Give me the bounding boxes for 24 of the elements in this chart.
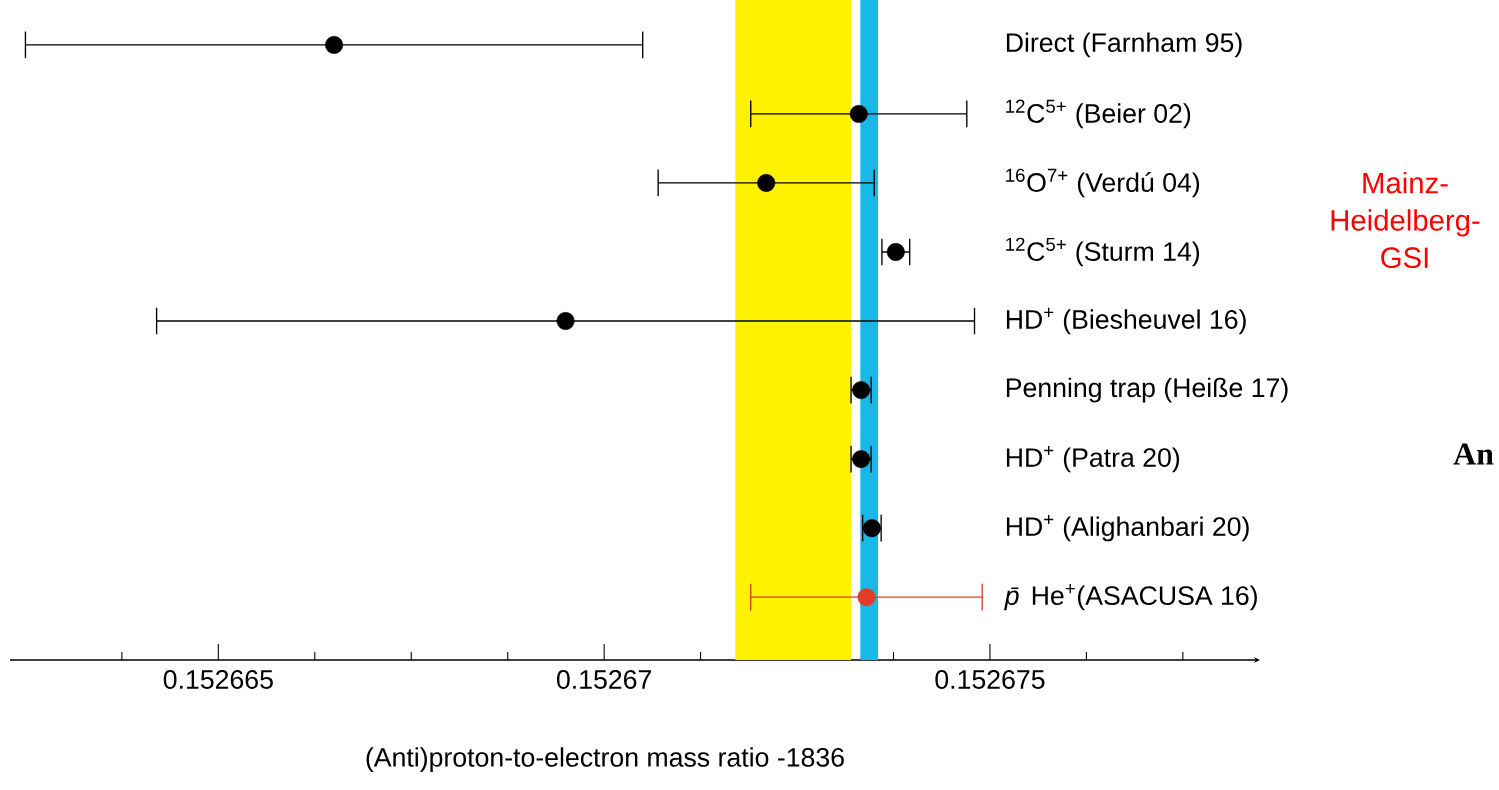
point — [852, 450, 871, 469]
point — [862, 519, 881, 538]
y-tick-label: HD$^{+}$ (Biesheuvel 16) — [1006, 307, 1246, 335]
point — [556, 312, 575, 330]
y-tick-label: $^{12}$C$^{5+}$ (Sturm 14) — [1006, 237, 1200, 267]
y-tick-label: Penning trap (Heiße 17) — [1006, 377, 1288, 403]
point — [857, 588, 876, 607]
y-tick-label: $^{12}$C$^{5+}$ (Beier 02) — [1006, 99, 1191, 129]
point — [325, 35, 344, 54]
point — [849, 104, 868, 123]
x-tick-label: 0.152675 — [935, 670, 1045, 689]
point — [852, 381, 871, 399]
y-tick-label: Direct (Farnham 95) — [1006, 32, 1242, 58]
x-axis-title: (Anti)proton-to-electron mass ratio -1836 — [366, 747, 844, 773]
y-tick-label: $^{16}$O$^{7+}$ (Verdú 04) — [1006, 168, 1200, 198]
y-tick-label: HD$^{+}$ (Alighanbari 20) — [1006, 514, 1249, 542]
text: Mainz-Heidelberg-GSI — [1331, 171, 1480, 269]
point — [886, 243, 905, 261]
point — [757, 174, 776, 192]
x-tick-label: 0.15267 — [556, 670, 651, 689]
text: An — [1453, 443, 1494, 465]
y-tick-label: HD$^{+}$ (Patra 20) — [1006, 445, 1180, 473]
y-tick-label: p̄ He$^{+}$(ASACUSA 16) — [1004, 584, 1257, 611]
x-tick-label: 0.152665 — [163, 670, 273, 689]
